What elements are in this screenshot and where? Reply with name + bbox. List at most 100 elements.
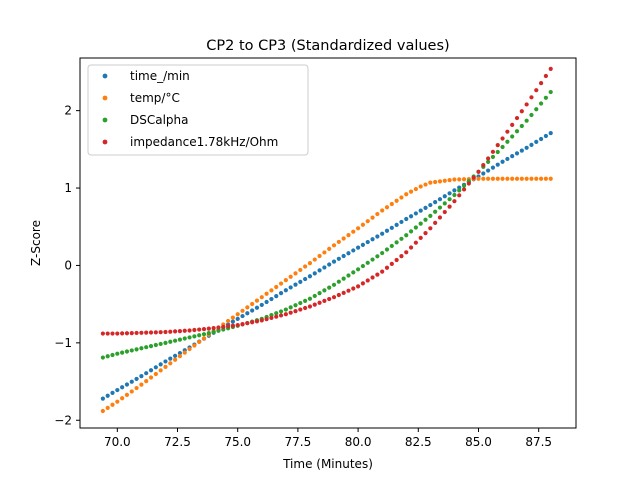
data-point <box>120 396 125 401</box>
data-point <box>211 329 216 335</box>
data-point <box>264 317 269 322</box>
data-point <box>524 118 529 123</box>
data-point <box>105 393 110 398</box>
x-tick-label: 77.5 <box>285 435 312 449</box>
data-point <box>452 177 457 182</box>
data-point <box>380 250 385 256</box>
data-point <box>384 205 390 210</box>
x-tick-label: 80.0 <box>345 435 372 449</box>
data-point <box>490 154 496 160</box>
data-point <box>259 295 264 300</box>
y-tick-label: 0 <box>64 258 72 272</box>
data-point <box>529 95 534 100</box>
data-point <box>442 201 447 206</box>
data-point <box>437 179 443 184</box>
data-point <box>187 328 192 333</box>
data-point <box>461 177 467 182</box>
data-point <box>331 282 337 287</box>
data-point <box>500 176 505 181</box>
data-point <box>278 313 284 318</box>
y-tick-label: −1 <box>54 336 72 350</box>
data-point <box>442 194 447 199</box>
data-point <box>341 236 346 241</box>
data-point <box>500 159 505 164</box>
data-point <box>360 222 366 227</box>
data-point <box>322 298 327 303</box>
data-point <box>177 337 183 342</box>
data-point <box>283 312 288 317</box>
data-point <box>327 285 332 290</box>
data-point <box>120 331 125 336</box>
data-point <box>548 176 553 181</box>
data-point <box>360 263 366 269</box>
data-point <box>283 288 288 293</box>
data-point <box>120 385 125 390</box>
data-point <box>466 181 471 186</box>
data-point <box>351 270 356 275</box>
data-point <box>399 195 404 200</box>
data-point <box>303 264 308 269</box>
data-point <box>230 323 235 328</box>
data-point <box>240 322 245 327</box>
data-point <box>269 288 274 293</box>
data-point <box>124 392 130 397</box>
data-point <box>538 136 544 142</box>
data-point <box>529 142 534 147</box>
data-point <box>486 156 491 161</box>
data-point <box>317 291 322 296</box>
data-point <box>182 328 187 333</box>
data-point <box>375 272 380 277</box>
data-point <box>293 282 298 287</box>
data-point <box>437 205 443 210</box>
data-point <box>115 399 120 404</box>
data-point <box>307 274 313 279</box>
data-point <box>514 151 520 156</box>
data-point <box>192 343 197 348</box>
data-point <box>192 327 197 333</box>
data-point <box>331 259 337 264</box>
data-point <box>538 176 544 181</box>
data-point <box>225 318 231 324</box>
data-point <box>336 279 341 284</box>
data-point <box>100 408 105 414</box>
data-point <box>168 339 173 344</box>
data-point <box>428 202 433 208</box>
legend-box <box>87 64 309 156</box>
data-point <box>129 389 134 394</box>
data-point <box>510 176 515 181</box>
data-point <box>384 265 390 270</box>
data-point <box>538 101 544 106</box>
data-point <box>250 308 255 313</box>
legend-label: impedance1.78kHz/Ohm <box>130 135 278 149</box>
data-point <box>543 133 549 139</box>
data-point <box>278 291 284 296</box>
data-point <box>534 139 539 145</box>
data-point <box>413 186 418 192</box>
data-point <box>168 356 173 361</box>
data-point <box>134 385 139 391</box>
data-point <box>370 237 375 242</box>
data-point <box>254 319 260 324</box>
data-point <box>129 348 134 353</box>
data-point <box>197 327 202 332</box>
data-point <box>433 179 438 185</box>
data-point <box>168 361 173 366</box>
data-point <box>413 240 418 245</box>
data-point <box>144 345 149 350</box>
data-point <box>336 292 341 298</box>
data-point <box>524 102 529 107</box>
data-point <box>461 187 467 192</box>
data-point <box>500 136 505 141</box>
y-tick-label: −2 <box>54 413 72 427</box>
data-point <box>418 221 423 226</box>
legend-marker <box>102 95 108 101</box>
data-point <box>153 365 158 370</box>
data-point <box>519 109 524 114</box>
data-point <box>481 176 486 181</box>
data-point <box>481 163 486 168</box>
data-point <box>124 382 130 387</box>
data-point <box>505 176 510 181</box>
data-point <box>187 335 192 340</box>
data-point <box>394 222 399 227</box>
data-point <box>158 368 163 373</box>
